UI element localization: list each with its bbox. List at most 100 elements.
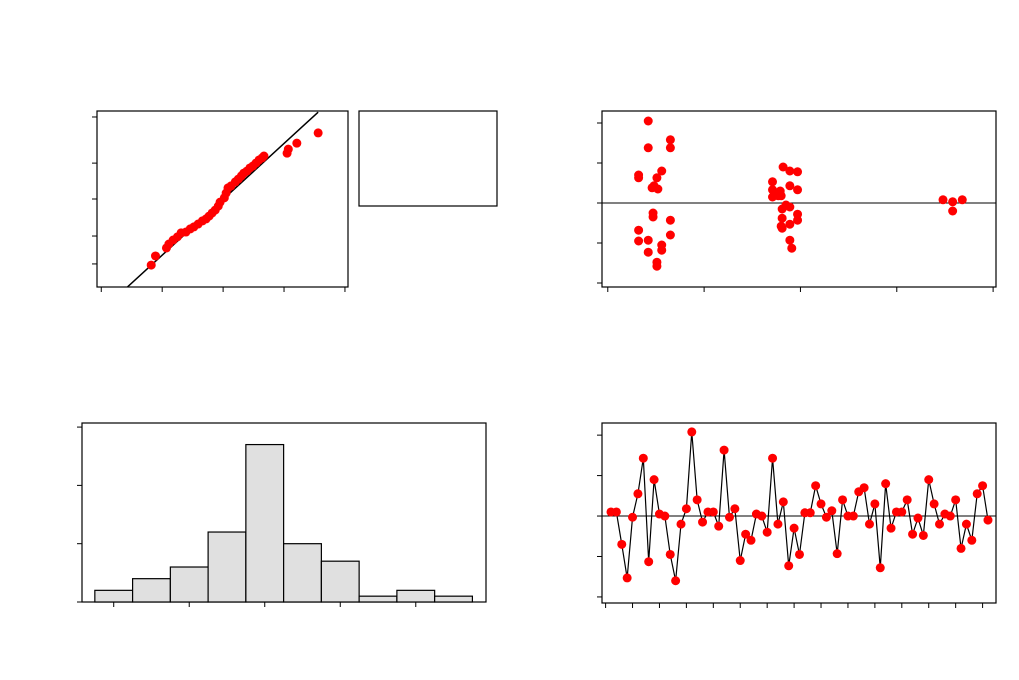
- point: [908, 529, 918, 539]
- histogram-bar: [396, 589, 436, 603]
- point: [918, 530, 928, 540]
- point: [838, 495, 848, 505]
- point: [978, 481, 988, 491]
- histogram-bar: [169, 566, 209, 603]
- point: [864, 519, 874, 529]
- point: [634, 225, 644, 235]
- point: [957, 195, 967, 205]
- point: [719, 445, 729, 455]
- point: [676, 519, 686, 529]
- point: [633, 489, 643, 499]
- point: [967, 535, 977, 545]
- point: [787, 243, 797, 253]
- point: [935, 519, 945, 529]
- point: [746, 535, 756, 545]
- point: [671, 576, 681, 586]
- point: [768, 192, 778, 202]
- point: [785, 166, 795, 176]
- point: [708, 507, 718, 517]
- histogram-bar: [320, 560, 360, 603]
- point: [816, 499, 826, 509]
- point: [773, 519, 783, 529]
- point: [652, 173, 662, 183]
- point: [657, 245, 667, 255]
- point: [150, 251, 160, 261]
- point: [622, 573, 632, 583]
- point: [811, 481, 821, 491]
- point: [951, 495, 961, 505]
- point: [972, 489, 982, 499]
- point: [741, 529, 751, 539]
- point: [875, 563, 885, 573]
- point: [785, 235, 795, 245]
- point: [785, 219, 795, 229]
- legend-box: [358, 110, 498, 207]
- point: [643, 247, 653, 257]
- point: [652, 261, 662, 271]
- point: [292, 138, 302, 148]
- point: [776, 191, 786, 201]
- point: [777, 223, 787, 233]
- point: [660, 511, 670, 521]
- point: [665, 143, 675, 153]
- point: [948, 197, 958, 207]
- point: [692, 495, 702, 505]
- point: [259, 151, 269, 161]
- point: [714, 521, 724, 531]
- point: [870, 499, 880, 509]
- point: [757, 511, 767, 521]
- point: [785, 202, 795, 212]
- point: [283, 144, 293, 154]
- point: [848, 511, 858, 521]
- histogram-bar: [283, 543, 322, 603]
- point: [805, 508, 815, 518]
- point: [827, 506, 837, 516]
- histogram-bar: [131, 578, 171, 603]
- point: [146, 260, 156, 270]
- point: [794, 549, 804, 559]
- histogram-bar: [94, 589, 134, 603]
- point: [859, 483, 869, 493]
- point: [628, 512, 638, 522]
- point: [938, 195, 948, 205]
- point: [638, 453, 648, 463]
- point: [945, 511, 955, 521]
- point: [821, 512, 831, 522]
- point: [778, 162, 788, 172]
- plot-frame: [601, 422, 997, 604]
- point: [983, 515, 993, 525]
- point: [793, 185, 803, 195]
- point: [777, 204, 787, 214]
- histogram-bar: [245, 443, 285, 603]
- point: [768, 453, 778, 463]
- point: [687, 427, 697, 437]
- point: [793, 167, 803, 177]
- point: [785, 181, 795, 191]
- point: [924, 475, 934, 485]
- point: [948, 206, 958, 216]
- point: [902, 495, 912, 505]
- point: [961, 519, 971, 529]
- point: [778, 497, 788, 507]
- point: [665, 549, 675, 559]
- point: [724, 512, 734, 522]
- point: [762, 527, 772, 537]
- point: [956, 543, 966, 553]
- point: [730, 504, 740, 514]
- histogram-bar: [358, 595, 398, 603]
- point: [698, 517, 708, 527]
- point: [832, 549, 842, 559]
- point: [648, 212, 658, 222]
- plot-frame: [601, 110, 997, 288]
- point: [634, 173, 644, 183]
- point: [913, 513, 923, 523]
- point: [768, 177, 778, 187]
- point: [634, 236, 644, 246]
- point: [617, 539, 627, 549]
- point: [657, 166, 667, 176]
- point: [644, 557, 654, 567]
- point: [793, 215, 803, 225]
- point: [665, 230, 675, 240]
- point: [784, 561, 794, 571]
- histogram-bar: [434, 595, 474, 603]
